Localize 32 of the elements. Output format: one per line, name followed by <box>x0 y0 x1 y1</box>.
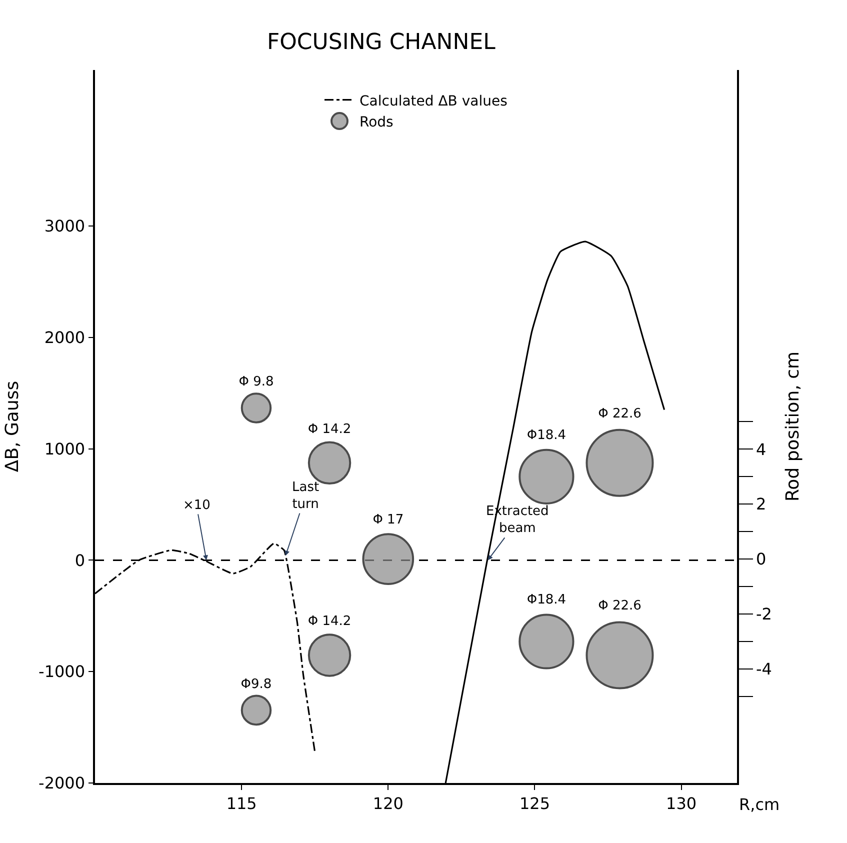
x-axis-title: R,cm <box>739 795 780 814</box>
x-tick-label: 115 <box>226 794 257 813</box>
y-tick-label: 0 <box>74 550 86 570</box>
y-tick-label: -2000 <box>38 774 86 793</box>
chart-title: FOCUSING CHANNEL <box>266 30 496 56</box>
legend-label: Calculated ΔB values <box>360 93 508 110</box>
data-label: Φ 17 <box>372 512 404 528</box>
data-label: Φ 9.8 <box>238 374 274 390</box>
y2-tick-label: 0 <box>756 550 766 569</box>
y-tick-label: 1000 <box>44 439 86 458</box>
x-tick-label: 130 <box>666 794 697 813</box>
data-label: Φ 22.6 <box>598 406 642 422</box>
data-label: Φ9.8 <box>240 676 272 692</box>
y-tick-label: 2000 <box>44 328 86 347</box>
y2-tick-label: -4 <box>756 660 772 679</box>
annotation: ×10 <box>183 498 210 513</box>
data-label: Φ 14.2 <box>308 614 352 630</box>
data-label: Φ 14.2 <box>308 422 352 437</box>
data-label: Φ18.4 <box>526 428 566 443</box>
x-tick-label: 120 <box>372 794 404 813</box>
data-label: Φ 22.6 <box>598 598 642 614</box>
annotation: Last turn <box>292 480 320 512</box>
y2-tick-label: -2 <box>756 604 772 624</box>
y-axis-title: ΔB, Gauss <box>2 380 24 472</box>
legend-label: Rods <box>360 114 394 131</box>
x-tick-label: 125 <box>519 794 550 813</box>
y2-tick-label: 2 <box>756 494 766 514</box>
y2-tick-label: 4 <box>756 440 766 459</box>
data-label: Φ18.4 <box>526 592 566 608</box>
y2-axis-title: Rod position, cm <box>782 351 804 502</box>
y-tick-label: -1000 <box>38 662 86 682</box>
y-tick-label: 3000 <box>44 216 86 236</box>
